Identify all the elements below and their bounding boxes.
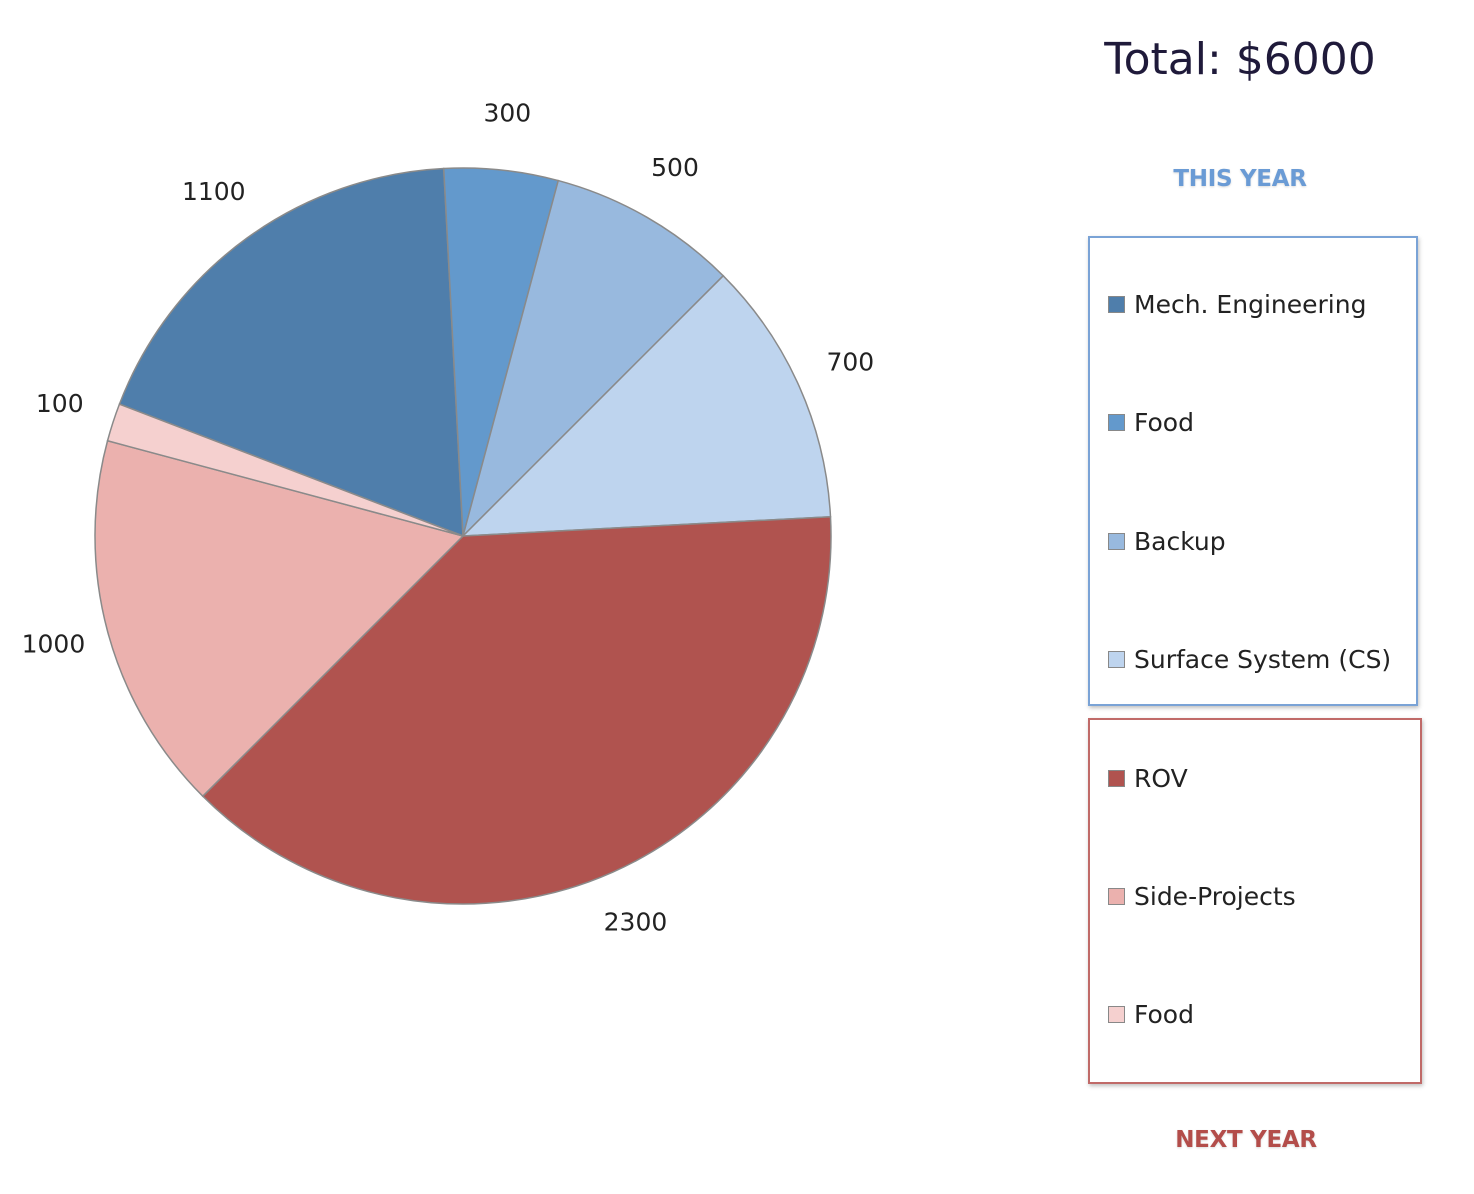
- total-title: Total: $6000: [1104, 34, 1376, 85]
- legend-swatch: [1108, 533, 1125, 550]
- legend-item-food-next-year: Food: [1108, 1000, 1194, 1029]
- legend-swatch: [1108, 296, 1125, 313]
- legend-item-backup: Backup: [1108, 527, 1226, 556]
- legend-label: Surface System (CS): [1134, 645, 1392, 674]
- next-year-label: NEXT YEAR: [1175, 1127, 1317, 1153]
- legend-this-year: Mech. Engineering Food Backup Surface Sy…: [1088, 236, 1418, 706]
- legend-label: ROV: [1134, 764, 1188, 793]
- legend-label: Mech. Engineering: [1134, 290, 1367, 319]
- legend-label: Food: [1134, 408, 1194, 437]
- legend-swatch: [1108, 414, 1125, 431]
- legend-swatch: [1108, 1006, 1125, 1023]
- legend-swatch: [1108, 651, 1125, 668]
- pie-data-label: 2300: [604, 907, 668, 936]
- pie-slice: [461, 179, 725, 539]
- legend-label: Food: [1134, 1000, 1194, 1029]
- legend-label: Backup: [1134, 527, 1226, 556]
- legend-swatch: [1108, 888, 1125, 905]
- pie-data-label: 100: [36, 389, 84, 418]
- pie-slice: [94, 439, 465, 798]
- pie-data-label: 500: [651, 153, 699, 182]
- legend-next-year: ROV Side-Projects Food: [1088, 718, 1422, 1084]
- pie-data-label: 700: [826, 348, 874, 377]
- legend-item-rov: ROV: [1108, 764, 1188, 793]
- pie-slice: [201, 515, 832, 905]
- pie-slice: [461, 274, 832, 537]
- legend-label: Side-Projects: [1134, 882, 1296, 911]
- legend-item-mech-engineering: Mech. Engineering: [1108, 290, 1366, 319]
- pie-data-label: 1100: [182, 177, 246, 206]
- pie-slice: [118, 167, 464, 538]
- pie-chart: 1100 300 500 700 2300 1000 100: [22, 98, 875, 936]
- this-year-label: THIS YEAR: [1173, 166, 1307, 192]
- legend-item-side-projects: Side-Projects: [1108, 882, 1296, 911]
- pie-data-label: 1000: [22, 630, 86, 659]
- pie-slice: [106, 403, 464, 537]
- pie-data-label: 300: [483, 98, 531, 127]
- legend-item-food-this-year: Food: [1108, 408, 1194, 437]
- legend-item-surface-system: Surface System (CS): [1108, 645, 1391, 674]
- legend-swatch: [1108, 770, 1125, 787]
